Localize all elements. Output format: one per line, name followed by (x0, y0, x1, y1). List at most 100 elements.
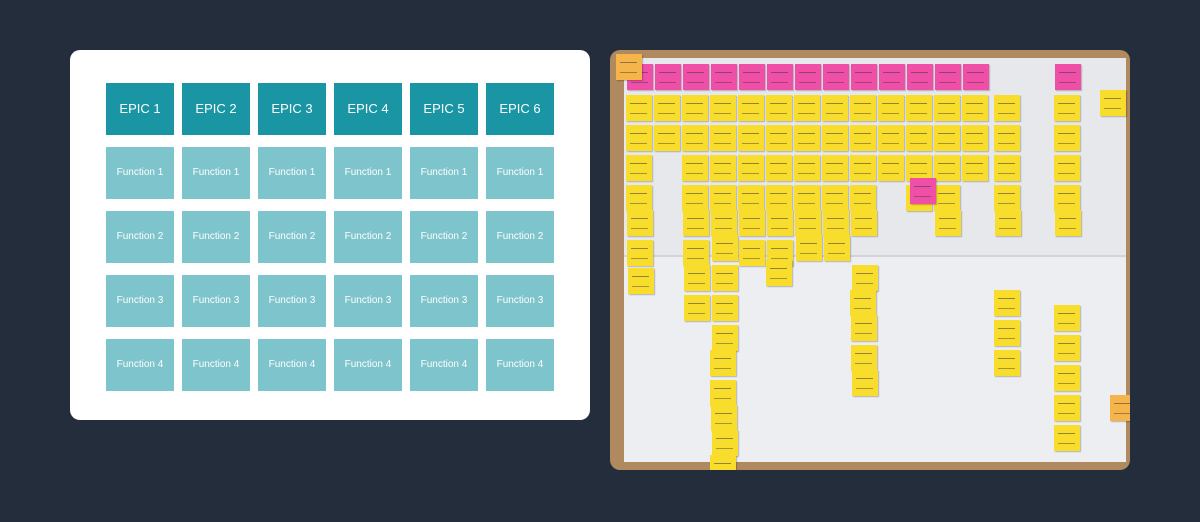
sticky-note (822, 185, 848, 211)
function-cell: Function 1 (486, 147, 554, 199)
sticky-note (934, 155, 960, 181)
sticky-note (994, 95, 1020, 121)
sticky-note (823, 64, 849, 90)
sticky-note (710, 455, 736, 470)
sticky-note (822, 155, 848, 181)
function-cell: Function 2 (334, 211, 402, 263)
epic-2: EPIC 2 (182, 83, 250, 135)
sticky-note (683, 64, 709, 90)
story-map-diagram-card: EPIC 1 EPIC 2 EPIC 3 EPIC 4 EPIC 5 EPIC 6 Func… (70, 50, 590, 420)
function-cell: Function 2 (258, 211, 326, 263)
sticky-note (906, 95, 932, 121)
sticky-note (711, 64, 737, 90)
sticky-note (682, 125, 708, 151)
sticky-note (1054, 125, 1080, 151)
sticky-note (1110, 395, 1130, 421)
sticky-note (878, 155, 904, 181)
sticky-note (796, 235, 822, 261)
sticky-note (710, 95, 736, 121)
function-cell: Function 4 (106, 339, 174, 391)
sticky-note (739, 240, 765, 266)
sticky-note (654, 125, 680, 151)
sticky-note (738, 95, 764, 121)
function-cell: Function 3 (106, 275, 174, 327)
sticky-note (822, 125, 848, 151)
sticky-note (852, 265, 878, 291)
function-cell: Function 4 (486, 339, 554, 391)
epic-1: EPIC 1 (106, 83, 174, 135)
function-cell: Function 1 (334, 147, 402, 199)
sticky-note (1054, 365, 1080, 391)
sticky-note (682, 155, 708, 181)
sticky-note (822, 95, 848, 121)
sticky-note (850, 125, 876, 151)
sticky-note (711, 405, 737, 431)
sticky-note (851, 210, 877, 236)
sticky-note (766, 155, 792, 181)
sticky-note (935, 64, 961, 90)
sticky-note (1054, 425, 1080, 451)
sticky-note (654, 95, 680, 121)
sticky-note (851, 345, 877, 371)
sticky-note (616, 54, 642, 80)
sticky-note (1054, 95, 1080, 121)
sticky-note (766, 125, 792, 151)
sticky-note (850, 95, 876, 121)
sticky-note (907, 64, 933, 90)
sticky-note (962, 125, 988, 151)
function-cell: Function 4 (182, 339, 250, 391)
sticky-note (906, 125, 932, 151)
sticky-note (850, 155, 876, 181)
epic-3: EPIC 3 (258, 83, 326, 135)
sticky-note (626, 95, 652, 121)
function-cell: Function 4 (410, 339, 478, 391)
sticky-note (712, 295, 738, 321)
function-cell: Function 4 (258, 339, 326, 391)
function-cell: Function 4 (334, 339, 402, 391)
function-cell: Function 2 (486, 211, 554, 263)
sticky-note (994, 290, 1020, 316)
sticky-note (627, 240, 653, 266)
sticky-note (794, 185, 820, 211)
sticky-note (738, 125, 764, 151)
sticky-note (994, 125, 1020, 151)
sticky-note (626, 125, 652, 151)
sticky-note (739, 64, 765, 90)
function-cell: Function 1 (106, 147, 174, 199)
sticky-note (878, 125, 904, 151)
sticky-note (995, 210, 1021, 236)
sticky-note (767, 64, 793, 90)
sticky-note (794, 155, 820, 181)
epic-5: EPIC 5 (410, 83, 478, 135)
sticky-note (628, 268, 654, 294)
sticky-note (711, 210, 737, 236)
sticky-note (850, 185, 876, 211)
sticky-note (934, 125, 960, 151)
sticky-note (712, 325, 738, 351)
sticky-note (935, 210, 961, 236)
epic-4: EPIC 4 (334, 83, 402, 135)
sticky-note (738, 185, 764, 211)
sticky-note (850, 290, 876, 316)
sticky-note (710, 185, 736, 211)
sticky-note (878, 95, 904, 121)
sticky-note (906, 155, 932, 181)
sticky-note (684, 295, 710, 321)
function-cell: Function 2 (106, 211, 174, 263)
sticky-note (766, 185, 792, 211)
sticky-note (626, 155, 652, 181)
sticky-note (1054, 335, 1080, 361)
sticky-note (767, 210, 793, 236)
sticky-note (1055, 64, 1081, 90)
sticky-note (766, 95, 792, 121)
sticky-note (994, 350, 1020, 376)
epic-6: EPIC 6 (486, 83, 554, 135)
function-cell: Function 3 (334, 275, 402, 327)
sticky-note (682, 185, 708, 211)
function-cell: Function 1 (182, 147, 250, 199)
sticky-note (710, 155, 736, 181)
sticky-note (1054, 155, 1080, 181)
sticky-note (794, 125, 820, 151)
sticky-note (683, 210, 709, 236)
function-cell: Function 3 (182, 275, 250, 327)
